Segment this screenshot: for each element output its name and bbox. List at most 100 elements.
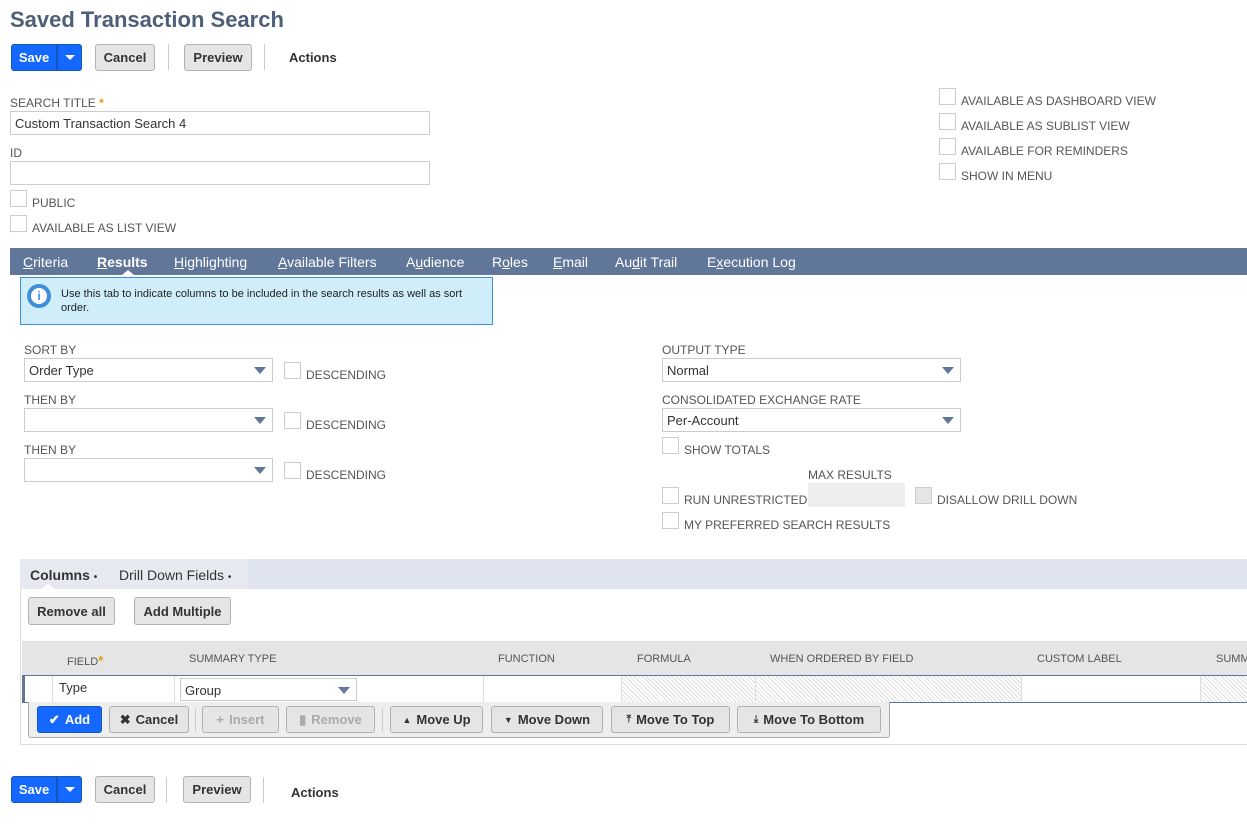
plus-icon: + <box>216 712 225 727</box>
descending-checkbox-3[interactable] <box>284 462 301 479</box>
tab-bar: Criteria Results Highlighting Available … <box>10 248 1247 275</box>
insert-row-button[interactable]: + Insert <box>202 706 279 733</box>
then-by-label: THEN BY <box>24 393 77 407</box>
tab-execution-log[interactable]: Execution Log <box>707 254 796 270</box>
descending-checkbox-1[interactable] <box>284 362 301 379</box>
dropdown-arrow-icon <box>338 687 350 694</box>
then-by-select-1[interactable] <box>24 408 273 432</box>
row-custom-label-cell[interactable] <box>1021 676 1201 702</box>
tab-email[interactable]: Email <box>553 254 589 270</box>
remove-all-button[interactable]: Remove all <box>28 597 115 625</box>
header-field: FIELD* <box>67 653 104 668</box>
id-label: ID <box>10 146 22 160</box>
descending-checkbox-2[interactable] <box>284 412 301 429</box>
id-input[interactable] <box>10 161 430 185</box>
tab-available-filters[interactable]: Available Filters <box>278 254 377 270</box>
run-unrestricted-checkbox[interactable] <box>662 487 679 504</box>
dashboard-view-label: AVAILABLE AS DASHBOARD VIEW <box>961 94 1156 108</box>
arrow-down-icon: ▼ <box>503 714 513 725</box>
divider <box>168 44 169 70</box>
sort-by-select[interactable]: Order Type <box>24 358 273 382</box>
tab-roles[interactable]: Roles <box>492 254 528 270</box>
list-view-checkbox[interactable] <box>10 215 27 232</box>
columns-panel <box>20 589 1247 745</box>
descending-label: DESCENDING <box>306 368 387 382</box>
dropdown-arrow-icon <box>254 467 266 474</box>
save-button-bottom[interactable]: Save <box>11 776 57 803</box>
row-summary-type-select[interactable]: Group <box>180 678 357 701</box>
output-type-label: OUTPUT TYPE <box>662 343 746 357</box>
show-in-menu-label: SHOW IN MENU <box>961 169 1053 183</box>
dropdown-arrow-icon <box>254 417 266 424</box>
my-preferred-label: MY PREFERRED SEARCH RESULTS <box>684 518 891 532</box>
search-title-input[interactable] <box>10 111 430 135</box>
tab-highlighting[interactable]: Highlighting <box>174 254 248 270</box>
header-summary-label: SUMM <box>1216 653 1247 665</box>
remove-row-button[interactable]: ▮ Remove <box>286 706 375 733</box>
max-results-label: MAX RESULTS <box>808 468 892 482</box>
cancel-button-bottom[interactable]: Cancel <box>95 776 155 803</box>
header-function: FUNCTION <box>498 653 555 665</box>
dropdown-arrow-icon <box>254 367 266 374</box>
max-results-input[interactable] <box>808 483 905 507</box>
sort-by-label: SORT BY <box>24 343 77 357</box>
dashboard-view-checkbox[interactable] <box>939 88 956 105</box>
public-checkbox[interactable] <box>10 190 27 207</box>
sublist-view-label: AVAILABLE AS SUBLIST VIEW <box>961 119 1130 133</box>
move-to-bottom-button[interactable]: ⤓ Move To Bottom <box>737 706 881 733</box>
move-up-button[interactable]: ▲ Move Up <box>390 706 483 733</box>
subtab-columns[interactable]: Columns • <box>30 567 98 583</box>
check-icon: ✔ <box>48 711 60 727</box>
row-summary-label-cell <box>1201 676 1247 702</box>
run-unrestricted-label: RUN UNRESTRICTED <box>684 493 808 507</box>
output-type-select[interactable]: Normal <box>662 358 961 382</box>
info-text: Use this tab to indicate columns to be i… <box>61 288 463 314</box>
disallow-drill-down-checkbox[interactable] <box>915 487 932 504</box>
actions-menu[interactable]: Actions <box>289 50 337 65</box>
caret-down-icon <box>64 55 75 60</box>
trash-icon: ▮ <box>299 711 307 727</box>
dropdown-arrow-icon <box>942 367 954 374</box>
show-in-menu-checkbox[interactable] <box>939 163 956 180</box>
preview-button-bottom[interactable]: Preview <box>183 776 251 803</box>
add-row-button[interactable]: ✔ Add <box>37 706 102 733</box>
divider <box>263 777 264 803</box>
subtab-drill-down-fields[interactable]: Drill Down Fields • <box>119 567 232 583</box>
save-dropdown-button-bottom[interactable] <box>57 776 82 803</box>
my-preferred-checkbox[interactable] <box>662 512 679 529</box>
move-down-button[interactable]: ▼ Move Down <box>491 706 603 733</box>
list-view-label: AVAILABLE AS LIST VIEW <box>32 221 177 235</box>
then-by-select-2[interactable] <box>24 458 273 482</box>
tab-criteria[interactable]: Criteria <box>23 254 69 270</box>
arrow-up-icon: ▲ <box>402 714 412 725</box>
actions-menu-bottom[interactable]: Actions <box>291 785 339 800</box>
subtab-bar: Columns • Drill Down Fields • <box>20 559 1247 589</box>
exchange-rate-select[interactable]: Per-Account <box>662 408 961 432</box>
save-dropdown-button[interactable] <box>57 44 82 71</box>
dropdown-arrow-icon <box>942 417 954 424</box>
caret-down-icon <box>64 787 75 792</box>
row-when-ordered-cell <box>755 676 1021 702</box>
tab-audit-trail[interactable]: Audit Trail <box>615 254 678 270</box>
info-icon: i <box>27 284 51 308</box>
tab-results[interactable]: Results <box>97 254 148 270</box>
add-multiple-button[interactable]: Add Multiple <box>134 597 231 625</box>
save-button[interactable]: Save <box>11 44 57 71</box>
preview-button[interactable]: Preview <box>184 44 252 71</box>
table-row[interactable]: Type Group <box>22 675 1247 703</box>
move-to-top-icon: ⤒ <box>626 714 632 725</box>
active-tab-indicator <box>122 270 134 275</box>
row-action-bar: ✔ Add ✖ Cancel + Insert ▮ Remove ▲ Move Up ▼ M… <box>28 702 890 738</box>
show-totals-checkbox[interactable] <box>662 437 679 454</box>
tab-audience[interactable]: Audience <box>406 254 465 270</box>
cancel-button[interactable]: Cancel <box>95 44 155 71</box>
reminders-checkbox[interactable] <box>939 138 956 155</box>
info-box: i Use this tab to indicate columns to be… <box>20 277 493 325</box>
divider <box>264 44 265 70</box>
cancel-row-button[interactable]: ✖ Cancel <box>109 706 189 733</box>
disallow-drill-down-label: DISALLOW DRILL DOWN <box>937 493 1078 507</box>
row-field-value[interactable]: Type <box>59 680 88 695</box>
move-to-top-button[interactable]: ⤒ Move To Top <box>611 706 730 733</box>
then-by-label: THEN BY <box>24 443 77 457</box>
sublist-view-checkbox[interactable] <box>939 113 956 130</box>
